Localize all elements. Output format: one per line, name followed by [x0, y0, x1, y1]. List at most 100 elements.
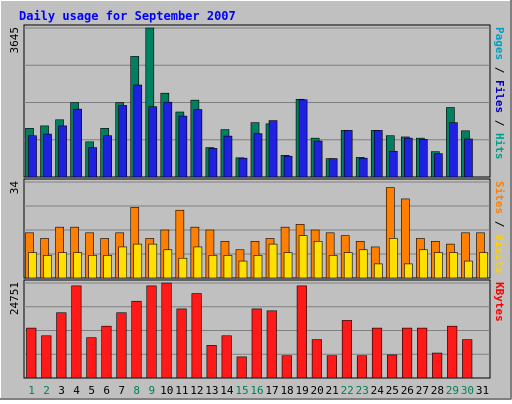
bar-kbytes [56, 312, 67, 379]
series-legend: KBytes [493, 282, 506, 322]
bar-kbytes [447, 325, 458, 379]
day-label: 15 [235, 384, 248, 397]
bar-kbytes [86, 337, 97, 379]
bar-files [268, 120, 278, 178]
bar-visits [208, 255, 218, 279]
bar-files [148, 106, 158, 178]
bar-visits [73, 252, 82, 279]
bar-files [253, 133, 263, 178]
legend-text: / [493, 60, 506, 80]
bar-visits [358, 249, 368, 279]
bar-visits [118, 246, 128, 279]
bar-files [178, 115, 188, 178]
day-label: 23 [356, 384, 369, 397]
day-label: 14 [220, 384, 234, 397]
day-label: 5 [88, 384, 95, 397]
bar-visits [133, 243, 143, 279]
bar-visits [43, 255, 52, 279]
bar-kbytes [371, 327, 383, 379]
day-label: 28 [431, 384, 444, 397]
bar-kbytes [71, 285, 82, 379]
bar-files [88, 147, 97, 178]
day-label: 31 [476, 384, 489, 397]
bar-files [313, 140, 323, 178]
day-label: 22 [341, 384, 354, 397]
bar-files [434, 153, 443, 178]
bar-files [43, 133, 52, 178]
chart-title: Daily usage for September 2007 [19, 9, 236, 23]
day-label: 13 [205, 384, 218, 397]
bar-files [404, 137, 413, 178]
series-legend: Pages / Files / Hits [493, 27, 506, 160]
bar-kbytes [341, 320, 353, 379]
day-label: 25 [386, 384, 399, 397]
day-label: 1 [28, 384, 35, 397]
day-label: 7 [118, 384, 125, 397]
day-label: 2 [43, 384, 50, 397]
bar-kbytes [386, 354, 398, 379]
legend-text: Visits [493, 234, 506, 274]
bar-visits [404, 263, 413, 279]
bar-visits [343, 252, 353, 279]
bar-kbytes [41, 335, 52, 379]
bar-kbytes [296, 285, 307, 379]
series-legend: Sites / Visits [493, 181, 506, 274]
bar-kbytes [236, 356, 247, 379]
legend-text: Hits [493, 133, 506, 160]
legend-text: / [493, 214, 506, 234]
bar-files [103, 135, 112, 178]
bar-visits [163, 249, 173, 279]
day-label: 16 [250, 384, 263, 397]
day-label: 12 [190, 384, 203, 397]
bar-files [373, 130, 383, 178]
day-label: 11 [175, 384, 188, 397]
bar-visits [434, 252, 443, 279]
day-label: 20 [311, 384, 324, 397]
day-label: 9 [148, 384, 155, 397]
bar-files [238, 157, 248, 178]
bar-visits [464, 260, 473, 279]
bar-kbytes [356, 355, 368, 379]
bar-visits [193, 246, 203, 279]
y-max-label: 34 [8, 181, 21, 195]
bar-files [118, 105, 128, 178]
bar-files [223, 135, 233, 178]
bar-visits [283, 252, 293, 279]
bar-kbytes [191, 293, 202, 379]
bar-files [133, 84, 143, 178]
bar-kbytes [26, 327, 37, 379]
day-label: 27 [416, 384, 429, 397]
legend-text: Files [493, 80, 506, 113]
bar-files [358, 157, 368, 178]
bar-files [163, 101, 173, 178]
bar-files [328, 158, 338, 178]
day-label: 8 [133, 384, 140, 397]
day-label: 26 [401, 384, 414, 397]
bar-kbytes [116, 312, 127, 379]
bar-files [464, 138, 473, 178]
bar-files [283, 155, 293, 178]
bar-visits [449, 252, 458, 279]
bar-files [208, 148, 218, 178]
bar-visits [388, 238, 398, 279]
day-label: 10 [160, 384, 173, 397]
panel-hits-files-pages: 3645 Pages / Files / Hits [8, 24, 506, 178]
bar-kbytes [402, 327, 413, 379]
bar-visits [223, 255, 233, 279]
bar-kbytes [266, 310, 277, 379]
bar-visits [479, 252, 488, 279]
x-axis-labels: 1 2 3 4 5 6 7 8 9 10 11 12 13 14 15 16 17 18 19 20 21 22 23 24 2… [28, 384, 489, 397]
bar-kbytes [462, 339, 473, 379]
bar-files [28, 135, 37, 178]
chart-panels: 3645 Pages / Files / Hits 34 Sites / Visits… [8, 24, 506, 379]
day-label: 19 [295, 384, 308, 397]
day-label: 21 [326, 384, 339, 397]
legend-text: Sites [493, 181, 506, 214]
bar-kbytes [101, 325, 112, 379]
bar-visits [268, 243, 278, 279]
bar-kbytes [221, 335, 232, 379]
bar-visits [419, 249, 428, 279]
bar-kbytes [131, 300, 142, 379]
bar-visits [298, 235, 308, 279]
